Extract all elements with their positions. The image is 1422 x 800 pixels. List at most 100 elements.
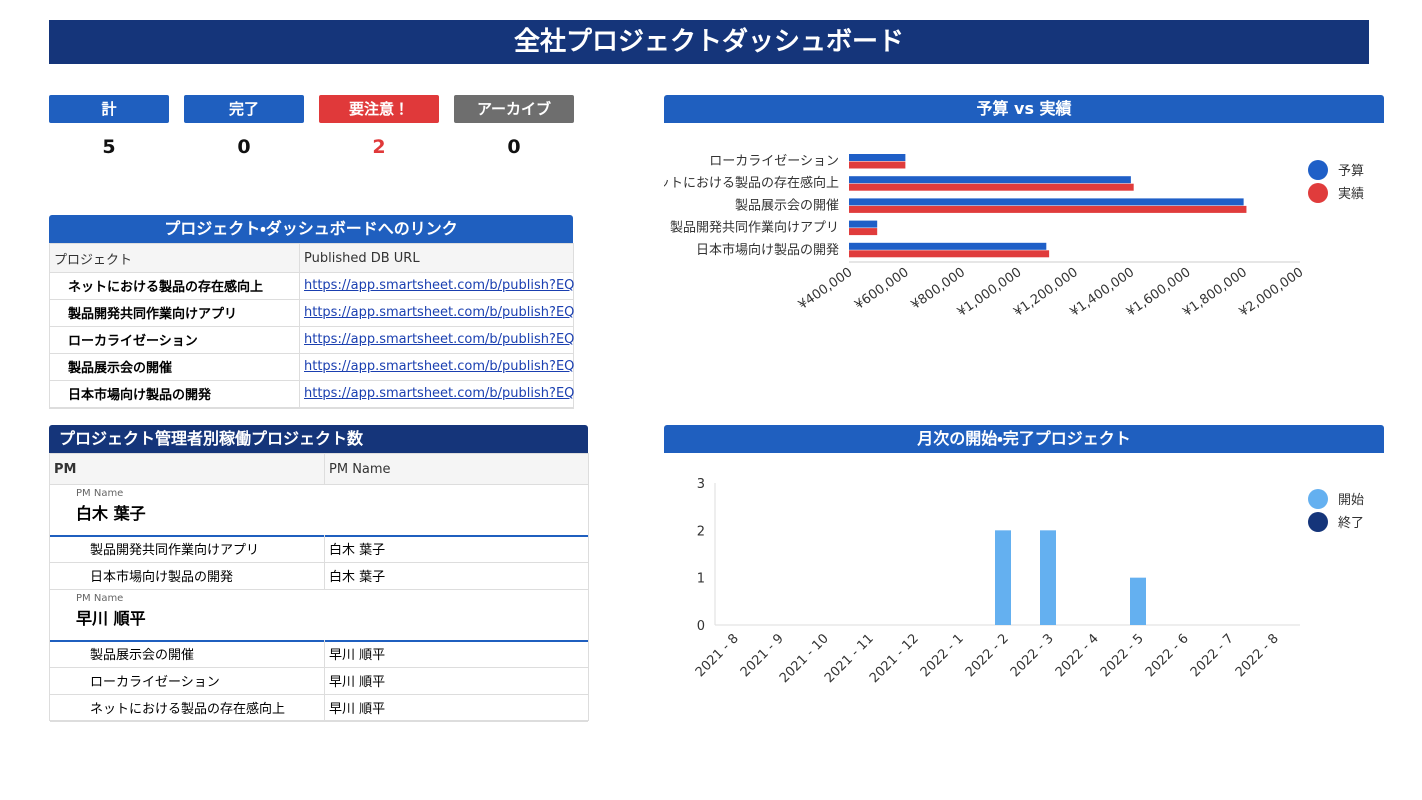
stat-value: 2 xyxy=(372,136,386,158)
x-tick-label: 2021 - 8 xyxy=(693,631,742,680)
x-tick-label: 2022 - 1 xyxy=(918,631,967,680)
project-name: ネットにおける製品の存在感向上 xyxy=(50,694,325,721)
x-tick-label: 2022 - 5 xyxy=(1098,631,1147,680)
pm-name: 早川 順平 xyxy=(329,648,386,663)
legend-marker xyxy=(1308,512,1328,532)
table-row: 製品開発共同作業向けアプリ https://app.smartsheet.com/… xyxy=(50,299,574,327)
page-title: 全社プロジェクトダッシュボード xyxy=(49,20,1369,64)
bar xyxy=(1040,530,1056,625)
pm-name: 白木 葉子 xyxy=(329,570,386,585)
bar xyxy=(849,228,878,236)
project-name: 製品展示会の開催 xyxy=(50,353,300,380)
table-row: 日本市場向け製品の開発 白木 葉子 xyxy=(50,562,588,590)
bar xyxy=(849,176,1131,184)
x-tick-label: 2022 - 7 xyxy=(1188,631,1237,680)
url-link[interactable]: https://app.smartsheet.com/b/publish?EQB… xyxy=(304,332,574,347)
x-tick-label: ¥2,000,000 xyxy=(1237,265,1307,320)
pm-name: 白木 葉子 xyxy=(329,543,386,558)
table-row: ローカライゼーション 早川 順平 xyxy=(50,667,588,695)
stat-label: 要注意！ xyxy=(319,95,439,123)
pm-name: 早川 順平 xyxy=(329,702,386,717)
legend-label: 開始 xyxy=(1338,493,1364,508)
table-row: ネットにおける製品の存在感向上 https://app.smartsheet.co… xyxy=(50,272,574,300)
group-header: PM Name 白木 葉子 xyxy=(50,484,588,537)
bar xyxy=(849,205,1247,213)
bar xyxy=(1130,577,1146,625)
table-row: 日本市場向け製品の開発 https://app.smartsheet.com/b/… xyxy=(50,380,574,408)
y-tick-label: ネットにおける製品の存在感向上 xyxy=(664,175,839,191)
project-name: 日本市場向け製品の開発 xyxy=(50,380,300,407)
column-header: PM xyxy=(50,454,325,484)
x-tick-label: ¥600,000 xyxy=(852,265,911,313)
y-tick-label: 2 xyxy=(697,524,705,539)
column-header: プロジェクト xyxy=(50,244,300,272)
bar xyxy=(849,220,878,228)
project-name: 製品展示会の開催 xyxy=(50,640,325,667)
y-tick-label: 製品展示会の開催 xyxy=(735,198,839,213)
chart-title: 予算 vs 実績 xyxy=(664,95,1384,123)
group-label: PM Name xyxy=(76,488,124,499)
url-link[interactable]: https://app.smartsheet.com/b/publish?EQB… xyxy=(304,278,574,293)
pm-name: 早川 順平 xyxy=(329,675,386,690)
legend-label: 予算 xyxy=(1338,164,1364,179)
table-row: 製品開発共同作業向けアプリ 白木 葉子 xyxy=(50,535,588,563)
stat-label: アーカイブ xyxy=(454,95,574,123)
legend-label: 実績 xyxy=(1338,186,1364,202)
group-name: 早川 順平 xyxy=(76,609,146,628)
bar xyxy=(849,250,1050,258)
url-link[interactable]: https://app.smartsheet.com/b/publish?EQB… xyxy=(304,305,574,320)
stat-value: 0 xyxy=(237,136,251,158)
y-tick-label: ローカライゼーション xyxy=(709,154,839,169)
bar xyxy=(849,198,1244,206)
y-tick-label: 0 xyxy=(697,619,705,634)
x-tick-label: ¥400,000 xyxy=(796,265,855,313)
table-row: ネットにおける製品の存在感向上 早川 順平 xyxy=(50,694,588,722)
y-tick-label: 製品開発共同作業向けアプリ xyxy=(670,220,839,236)
project-name: 日本市場向け製品の開発 xyxy=(50,562,325,589)
x-tick-label: 2021 - 12 xyxy=(867,631,922,686)
group-header: PM Name 早川 順平 xyxy=(50,589,588,642)
y-tick-label: 1 xyxy=(697,572,705,587)
project-name: 製品開発共同作業向けアプリ xyxy=(50,299,300,326)
header-row: プロジェクト Published DB URL xyxy=(50,244,573,273)
legend-marker xyxy=(1308,489,1328,509)
project-name: 製品開発共同作業向けアプリ xyxy=(50,535,325,562)
column-header: PM Name xyxy=(329,461,391,477)
url-link[interactable]: https://app.smartsheet.com/b/publish?EQB… xyxy=(304,359,574,374)
bar xyxy=(849,161,906,169)
legend-label: 終了 xyxy=(1338,515,1364,531)
group-label: PM Name xyxy=(76,593,124,604)
x-tick-label: 2022 - 4 xyxy=(1053,631,1102,680)
x-tick-label: 2022 - 3 xyxy=(1008,631,1057,680)
legend-marker xyxy=(1308,183,1328,203)
column-header: Published DB URL xyxy=(304,250,420,266)
budget-chart: ¥400,000¥600,000¥800,000¥1,000,000¥1,200… xyxy=(664,154,1364,320)
url-link[interactable]: https://app.smartsheet.com/b/publish?EQB… xyxy=(304,386,574,401)
chart-title: 月次の開始・完了プロジェクト xyxy=(664,425,1384,453)
bar xyxy=(849,154,906,161)
project-name: ローカライゼーション xyxy=(50,326,300,353)
x-tick-label: 2022 - 6 xyxy=(1143,631,1192,680)
table-row: 製品展示会の開催 早川 順平 xyxy=(50,640,588,668)
pm-title: プロジェクト管理者別稼働プロジェクト数 xyxy=(49,425,588,453)
links-table: プロジェクト Published DB URL ネットにおける製品の存在感向上 htt… xyxy=(49,243,574,409)
stat-label: 完了 xyxy=(184,95,304,123)
pm-table: PM PM Name PM Name 白木 葉子 製品開発共同作業向けアプリ 白木 葉子日… xyxy=(49,453,589,722)
x-tick-label: 2022 - 2 xyxy=(963,631,1012,680)
x-tick-label: 2022 - 8 xyxy=(1233,631,1282,680)
y-tick-label: 3 xyxy=(697,477,705,492)
header-row: PM PM Name xyxy=(50,454,588,485)
table-row: ローカライゼーション https://app.smartsheet.com/b/p… xyxy=(50,326,574,354)
links-title: プロジェクト・ダッシュボードへのリンク xyxy=(49,215,573,243)
group-name: 白木 葉子 xyxy=(76,504,146,523)
bar xyxy=(995,530,1011,625)
bar xyxy=(849,242,1047,250)
legend-marker xyxy=(1308,160,1328,180)
y-tick-label: 日本市場向け製品の開発 xyxy=(696,242,839,258)
stat-label: 計 xyxy=(49,95,169,123)
project-name: ネットにおける製品の存在感向上 xyxy=(50,272,300,299)
project-name: ローカライゼーション xyxy=(50,667,325,694)
